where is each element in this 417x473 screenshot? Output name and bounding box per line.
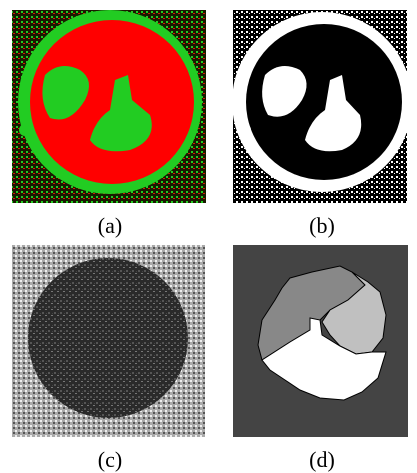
panel-label: (a)	[98, 213, 122, 238]
panel-d: (d)	[233, 245, 408, 472]
panel-label: (c)	[98, 447, 122, 472]
blob	[239, 124, 251, 136]
region	[261, 317, 387, 401]
panel-c: (c)	[12, 245, 205, 472]
panel-label: (b)	[309, 213, 335, 238]
panel-b: (b)	[232, 10, 412, 238]
blob	[305, 75, 362, 152]
panel-a: (a)	[12, 10, 206, 238]
blob	[19, 124, 31, 136]
blob	[262, 66, 307, 117]
blob	[90, 75, 152, 152]
panel-label: (d)	[309, 447, 335, 472]
disc	[246, 24, 402, 180]
blob	[42, 66, 89, 120]
disc	[28, 258, 188, 418]
